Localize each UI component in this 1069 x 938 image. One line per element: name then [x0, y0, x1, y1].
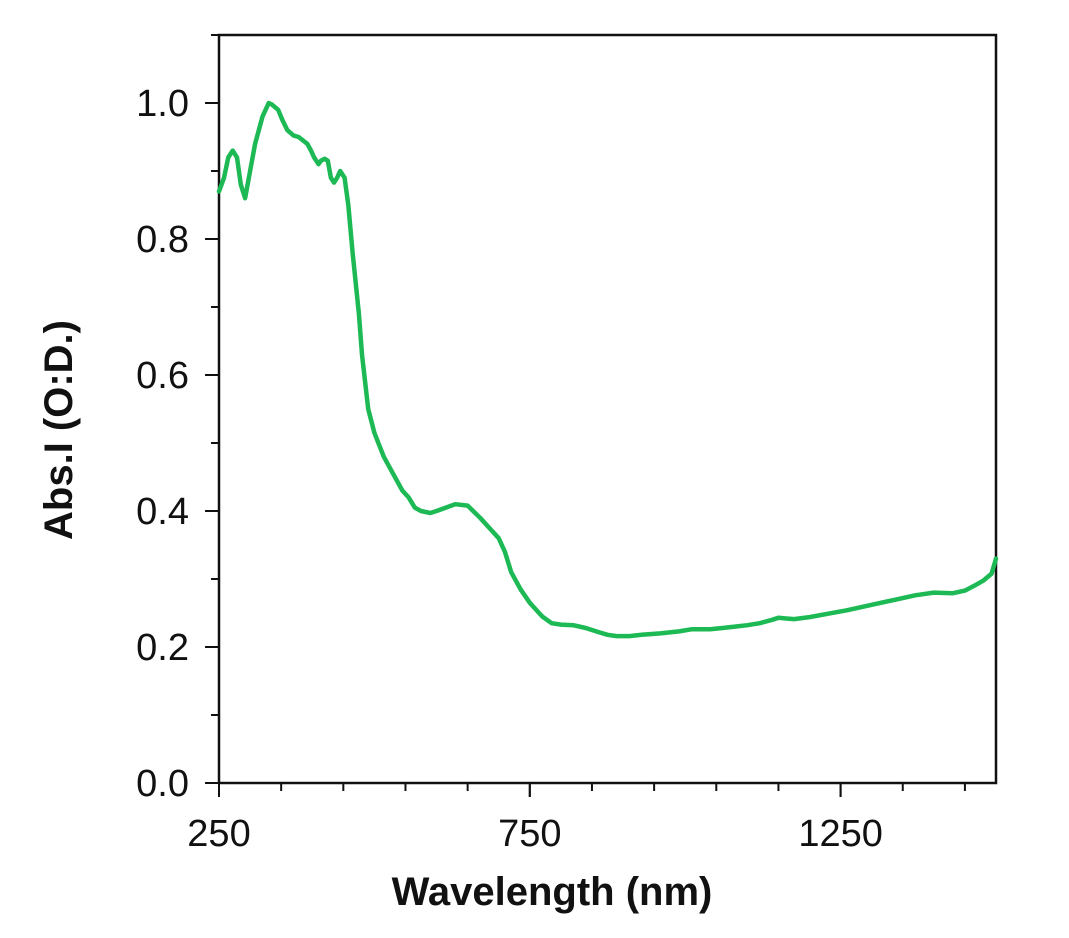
y-tick-label: 0.0	[136, 763, 189, 805]
y-tick-label: 0.6	[136, 355, 189, 397]
y-axis-tick-labels: 0.0 0.2 0.4 0.6 0.8 1.0	[136, 83, 189, 805]
y-axis-title: Abs.I (O:D.)	[37, 320, 81, 540]
x-tick-label: 750	[498, 813, 561, 855]
plot-frame	[217, 33, 998, 785]
x-tick-label: 1250	[798, 813, 883, 855]
x-axis-title: Wavelength (nm)	[392, 870, 713, 914]
y-tick-label: 0.8	[136, 219, 189, 261]
absorbance-series-line	[216, 100, 999, 639]
y-tick-label: 0.4	[136, 491, 189, 533]
x-tick-label: 250	[187, 813, 250, 855]
y-axis-ticks	[205, 34, 219, 784]
y-tick-label: 0.2	[136, 627, 189, 669]
x-axis-tick-labels: 250 750 1250	[187, 813, 883, 855]
x-axis-ticks	[218, 783, 966, 797]
y-tick-label: 1.0	[136, 83, 189, 125]
